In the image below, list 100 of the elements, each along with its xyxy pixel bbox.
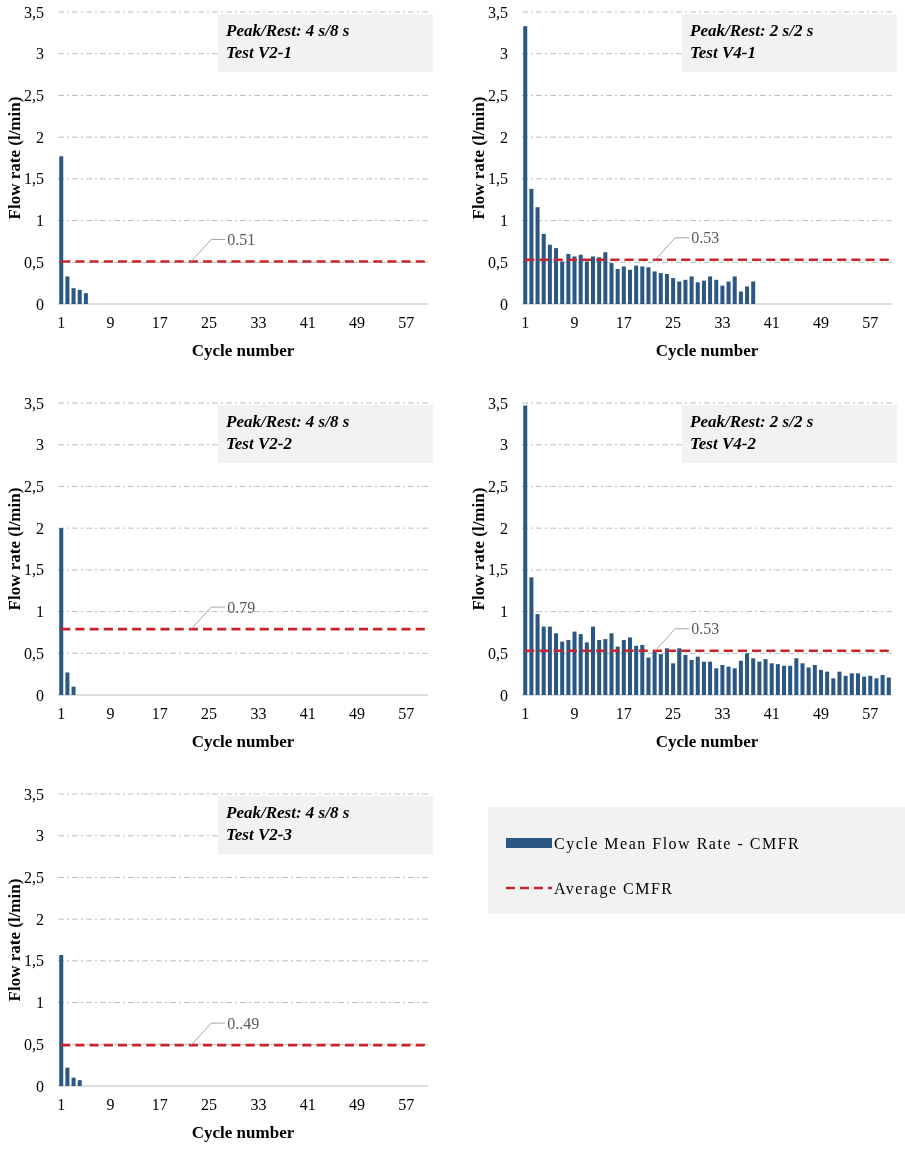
bar	[812, 664, 817, 695]
y-tick-label: 0	[36, 295, 44, 313]
x-tick-label: 57	[862, 705, 879, 722]
bar	[523, 405, 528, 695]
x-tick-label: 9	[570, 314, 579, 331]
bar	[554, 248, 559, 304]
bar	[640, 266, 645, 304]
bar	[732, 668, 737, 695]
bar	[880, 674, 885, 695]
bar	[800, 663, 805, 695]
bar	[591, 256, 596, 304]
y-tick-label: 0,5	[24, 644, 44, 662]
x-tick-label: 57	[398, 314, 415, 331]
bar	[677, 281, 682, 304]
bar	[65, 276, 70, 304]
bar	[658, 273, 663, 304]
bar	[658, 654, 663, 695]
y-tick-label: 0	[36, 686, 44, 704]
y-tick-label: 2,5	[24, 869, 44, 887]
bar	[646, 657, 651, 695]
text-box: Peak/Rest: 2 s/2 s Test V4-1	[682, 14, 897, 72]
legend-label: Cycle Mean Flow Rate - CMFR	[554, 834, 801, 853]
x-tick-label: 17	[615, 314, 632, 331]
y-tick-label: 2	[500, 519, 508, 537]
bar	[818, 669, 823, 695]
y-tick-label: 3	[36, 827, 44, 845]
x-tick-label: 49	[348, 314, 365, 331]
bar	[634, 645, 639, 695]
y-tick-label: 3,5	[24, 785, 44, 803]
y-axis-title: Flow rate (l/min)	[5, 487, 24, 611]
x-tick-label: 25	[201, 1096, 218, 1113]
bar	[578, 254, 583, 304]
x-tick-label: 9	[106, 705, 115, 722]
y-tick-label: 1	[36, 212, 44, 230]
x-tick-label: 57	[862, 314, 879, 331]
bar	[529, 577, 534, 695]
bar	[591, 626, 596, 695]
bar	[714, 279, 719, 304]
x-tick-label: 1	[57, 705, 66, 722]
legend-label: Average CMFR	[554, 879, 674, 898]
y-tick-label: 3	[500, 436, 508, 454]
bar	[535, 207, 540, 304]
bar	[634, 265, 639, 304]
bar	[578, 634, 583, 695]
bar	[83, 293, 88, 304]
bar	[738, 660, 743, 695]
x-tick-label: 1	[57, 1096, 66, 1113]
bar	[849, 673, 854, 695]
bar	[584, 261, 589, 304]
bar	[547, 626, 552, 695]
bar	[603, 639, 608, 695]
bar	[65, 1067, 70, 1086]
x-tick-label: 57	[398, 705, 415, 722]
bar	[757, 661, 762, 695]
x-axis-title: Cycle number	[191, 1123, 295, 1142]
x-tick-label: 1	[521, 705, 530, 722]
bar	[671, 278, 676, 304]
x-axis-title: Cycle number	[655, 732, 759, 751]
bar	[677, 648, 682, 695]
bar	[695, 656, 700, 695]
x-tick-label: 17	[151, 705, 168, 722]
bar	[862, 676, 867, 695]
bar	[615, 646, 620, 695]
annotation: Test V2-1	[226, 43, 292, 62]
bar	[868, 675, 873, 695]
bar	[683, 279, 688, 304]
x-tick-label: 41	[299, 705, 316, 722]
bar	[584, 642, 589, 695]
bar	[874, 678, 879, 695]
y-tick-label: 1,5	[488, 561, 508, 579]
y-tick-label: 2	[36, 519, 44, 537]
bar	[714, 668, 719, 695]
y-axis-title: Flow rate (l/min)	[469, 96, 488, 220]
y-tick-label: 2,5	[24, 478, 44, 496]
bar	[788, 665, 793, 695]
bar	[71, 288, 76, 304]
x-tick-label: 9	[570, 705, 579, 722]
bar	[701, 280, 706, 304]
y-tick-label: 3	[500, 45, 508, 63]
bar	[621, 639, 626, 695]
x-tick-label: 33	[250, 1096, 267, 1113]
y-tick-label: 2,5	[488, 478, 508, 496]
bar	[683, 654, 688, 695]
annotation: Peak/Rest: 4 s/8 s	[225, 803, 350, 822]
x-tick-label: 25	[665, 705, 682, 722]
bar	[689, 276, 694, 304]
bar	[831, 678, 836, 695]
bar	[652, 651, 657, 695]
y-tick-label: 2	[36, 128, 44, 146]
bar	[65, 672, 70, 695]
bar	[541, 233, 546, 304]
bar	[541, 626, 546, 695]
bar	[535, 614, 540, 695]
bar	[726, 666, 731, 695]
bar	[751, 281, 756, 304]
annotation: Peak/Rest: 2 s/2 s	[689, 412, 814, 431]
y-tick-label: 0,5	[488, 253, 508, 271]
y-tick-label: 2,5	[488, 87, 508, 105]
x-axis-title: Cycle number	[191, 341, 295, 360]
bar	[708, 661, 713, 695]
